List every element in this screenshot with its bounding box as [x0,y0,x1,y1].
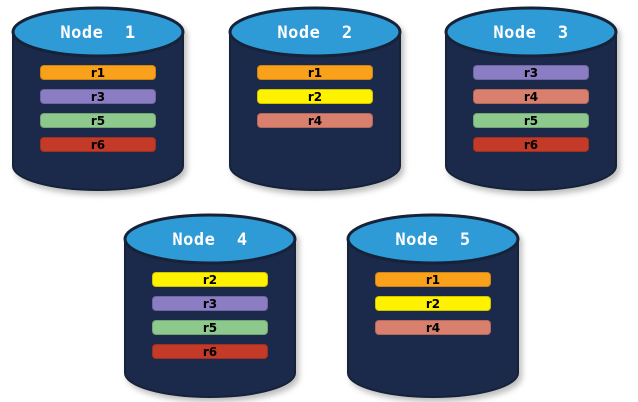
replica-bar-r3: r3 [152,296,268,311]
replica-bar-r4: r4 [375,320,491,335]
node-cylinder-1: Node 1 r1 r3 r5 r6 [10,4,186,196]
node-title: Node 3 [493,23,569,43]
node-cylinder-3: Node 3 r3 r4 r5 r6 [443,4,619,196]
node-title: Node 2 [277,23,353,43]
replica-list: r1 r2 r4 [257,65,373,128]
replica-bar-r1: r1 [257,65,373,80]
replica-bar-r5: r5 [40,113,156,128]
replica-bar-r6: r6 [152,344,268,359]
node-cylinder-2: Node 2 r1 r2 r4 [227,4,403,196]
replica-list: r2 r3 r5 r6 [152,272,268,359]
replica-list: r3 r4 r5 r6 [473,65,589,152]
replica-bar-r2: r2 [257,89,373,104]
replica-list: r1 r2 r4 [375,272,491,335]
replica-bar-r4: r4 [473,89,589,104]
node-cylinder-5: Node 5 r1 r2 r4 [345,211,521,402]
node-cylinder-4: Node 4 r2 r3 r5 r6 [122,211,298,402]
replica-bar-r5: r5 [152,320,268,335]
replica-bar-r3: r3 [40,89,156,104]
replica-bar-r2: r2 [152,272,268,287]
replica-bar-r1: r1 [40,65,156,80]
replica-bar-r5: r5 [473,113,589,128]
node-title: Node 4 [172,230,248,250]
node-title: Node 5 [395,230,471,250]
replica-bar-r2: r2 [375,296,491,311]
replica-list: r1 r3 r5 r6 [40,65,156,152]
replica-bar-r6: r6 [473,137,589,152]
replica-bar-r3: r3 [473,65,589,80]
replica-bar-r6: r6 [40,137,156,152]
replica-bar-r1: r1 [375,272,491,287]
node-title: Node 1 [60,23,136,43]
replica-bar-r4: r4 [257,113,373,128]
